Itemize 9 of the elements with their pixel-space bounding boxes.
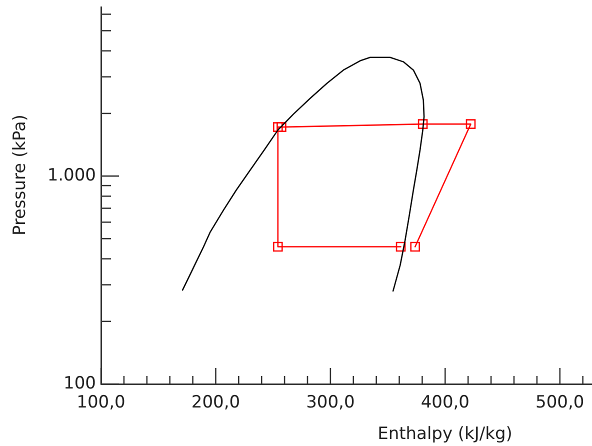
x-tick-label: 500,0 [536, 392, 584, 413]
y-tick-label: 1.000 [47, 165, 96, 186]
y-axis-title: Pressure (kPa) [10, 114, 30, 236]
x-tick-label: 400,0 [420, 392, 470, 413]
x-tick-label: 100,0 [76, 392, 126, 413]
y-tick-label: 100 [64, 373, 96, 394]
x-axis-title: Enthalpy (kJ/kg) [378, 424, 512, 444]
x-tick-label: 200,0 [191, 392, 240, 413]
x-tick-label: 300,0 [306, 392, 355, 413]
